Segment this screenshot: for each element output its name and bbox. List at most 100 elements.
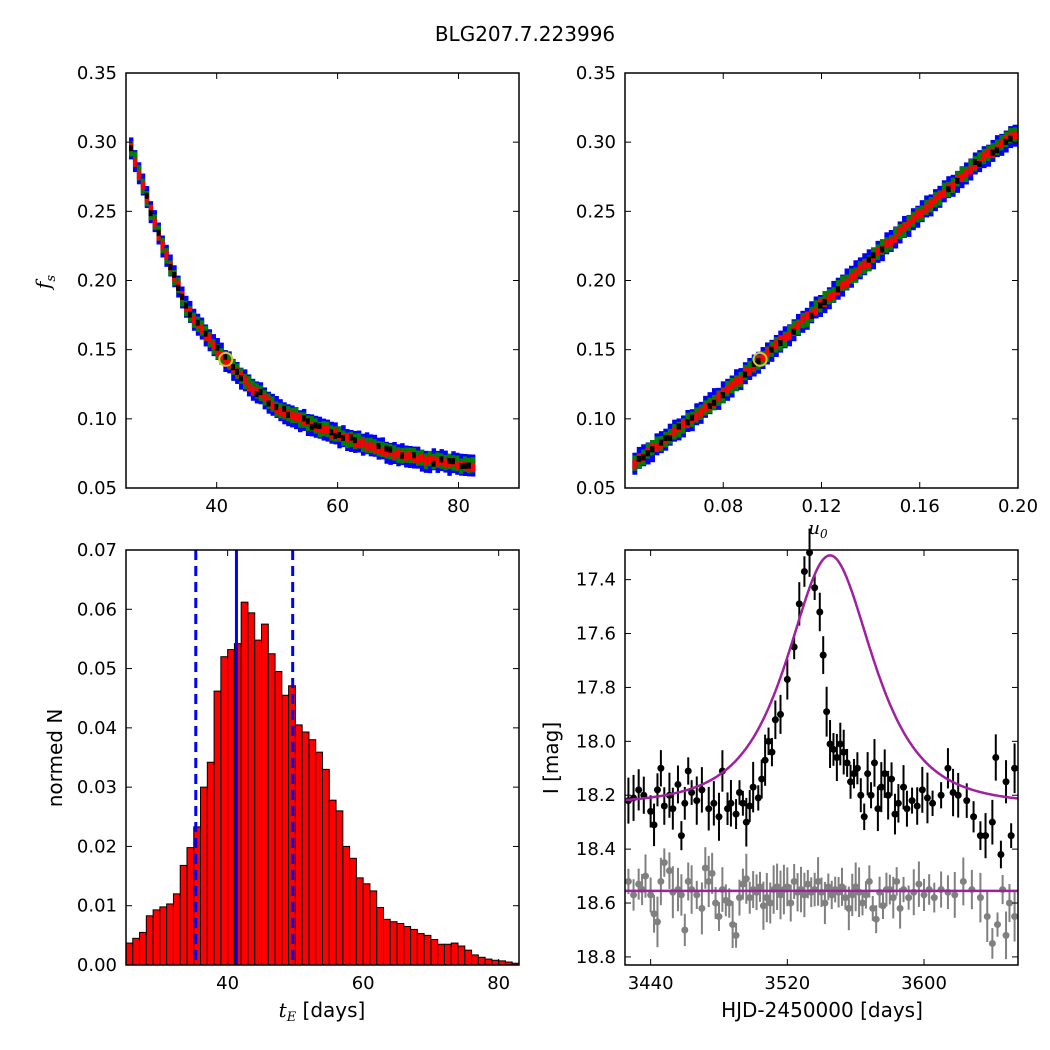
- y-tick-label: 0.15: [77, 340, 117, 361]
- event-point: [650, 821, 658, 829]
- sigma1-cell: [725, 385, 731, 394]
- sigma1-cell: [392, 451, 397, 460]
- y-tick-label: 0.02: [77, 836, 117, 857]
- sigma1-cell: [384, 448, 389, 457]
- event-point: [765, 737, 773, 745]
- sigma1-cell: [897, 227, 903, 236]
- comparison-point: [800, 891, 808, 899]
- estimate-lines: [194, 550, 295, 965]
- histogram-bar: [172, 893, 181, 966]
- x-tick-label: 3520: [764, 973, 810, 994]
- best-cell: [203, 330, 208, 337]
- histogram-bar: [145, 915, 154, 966]
- sigma1-cell: [372, 444, 378, 453]
- best-cell: [239, 375, 243, 382]
- histogram-bar: [179, 864, 188, 966]
- sigma1-cell: [148, 204, 154, 214]
- histogram-bar: [125, 942, 134, 966]
- comparison-point: [653, 918, 661, 926]
- best-cell: [144, 192, 149, 199]
- axes-frame: [624, 549, 1019, 966]
- sigma1-cell: [207, 334, 213, 343]
- histogram-bar: [132, 937, 141, 966]
- comparison-point: [759, 902, 767, 910]
- sigma1-cell: [857, 264, 863, 273]
- sigma1-cell: [290, 410, 295, 420]
- event-point: [949, 789, 957, 797]
- event-point: [944, 764, 952, 772]
- best-cell: [301, 415, 306, 422]
- sigma1-cell: [933, 194, 938, 204]
- sigma1-cell: [191, 315, 197, 325]
- histogram-bar: [477, 956, 486, 966]
- x-tick-label: 60: [352, 973, 375, 994]
- comparison-point: [841, 894, 849, 902]
- model-curve: [624, 554, 1019, 802]
- sigma1-cell: [800, 315, 806, 324]
- sigma1-cell: [455, 461, 460, 470]
- best-cell: [707, 402, 712, 409]
- event-point: [732, 810, 740, 818]
- event-point: [800, 568, 808, 576]
- event-point: [715, 813, 723, 821]
- event-point: [776, 710, 784, 718]
- sigma1-cell: [840, 281, 846, 290]
- best-cell: [791, 328, 796, 335]
- sigma1-cell: [423, 456, 429, 466]
- y-tick-label: 0.30: [77, 132, 117, 153]
- sigma1-cell: [849, 273, 854, 282]
- histogram-bar: [186, 847, 195, 966]
- sigma1-cell: [187, 307, 193, 316]
- best-cell: [650, 446, 655, 453]
- best-fit-marker: [218, 351, 234, 367]
- event-point: [681, 799, 689, 807]
- event-point: [836, 740, 844, 748]
- comparison-point: [905, 894, 913, 902]
- best-cell: [751, 360, 757, 367]
- event-point: [982, 832, 990, 840]
- sigma1-cell: [968, 166, 974, 175]
- event-point: [963, 797, 971, 805]
- event-point: [705, 805, 713, 813]
- histogram-bar: [423, 934, 432, 966]
- best-cell: [879, 246, 885, 253]
- comparison-point: [889, 894, 897, 902]
- x-axis-label: HJD-2450000 [days]: [721, 998, 923, 1022]
- sigma1-cell: [813, 307, 819, 316]
- sigma1-cell: [738, 375, 744, 385]
- event-point: [833, 754, 841, 761]
- histogram-bar: [213, 690, 222, 966]
- histogram-bar: [450, 942, 459, 966]
- best-cell: [258, 389, 263, 396]
- histogram-bar: [376, 906, 384, 966]
- sigma1-cell: [136, 170, 142, 179]
- event-point: [677, 832, 685, 840]
- sigma1-cell: [844, 278, 850, 287]
- best-cell: [1003, 138, 1009, 145]
- event-point: [891, 810, 899, 818]
- best-cell: [176, 284, 181, 291]
- sigma1-cell: [345, 433, 350, 443]
- y-tick-label: 18.4: [576, 839, 616, 860]
- best-cell: [187, 311, 192, 318]
- sigma1-cell: [694, 412, 700, 421]
- event-point: [988, 818, 996, 826]
- sigma1-cell: [246, 382, 252, 391]
- sigma1-cell: [986, 148, 991, 158]
- histogram-bar: [403, 925, 412, 966]
- event-point: [684, 767, 692, 775]
- best-cell: [990, 149, 995, 156]
- comparison-point: [896, 904, 904, 912]
- sigma1-cell: [278, 406, 283, 416]
- comparison-point: [677, 891, 685, 899]
- sigma1-cell: [325, 425, 330, 434]
- sigma1-cell: [950, 181, 956, 191]
- y-tick-label: 0.15: [576, 340, 616, 361]
- event-point: [710, 799, 718, 807]
- y-tick-label: 0.10: [576, 409, 616, 430]
- event-point: [688, 789, 696, 797]
- y-tick-label: 18.2: [576, 785, 616, 806]
- event-point: [783, 675, 791, 683]
- histogram-bar: [254, 639, 263, 966]
- sigma1-cell: [862, 260, 868, 269]
